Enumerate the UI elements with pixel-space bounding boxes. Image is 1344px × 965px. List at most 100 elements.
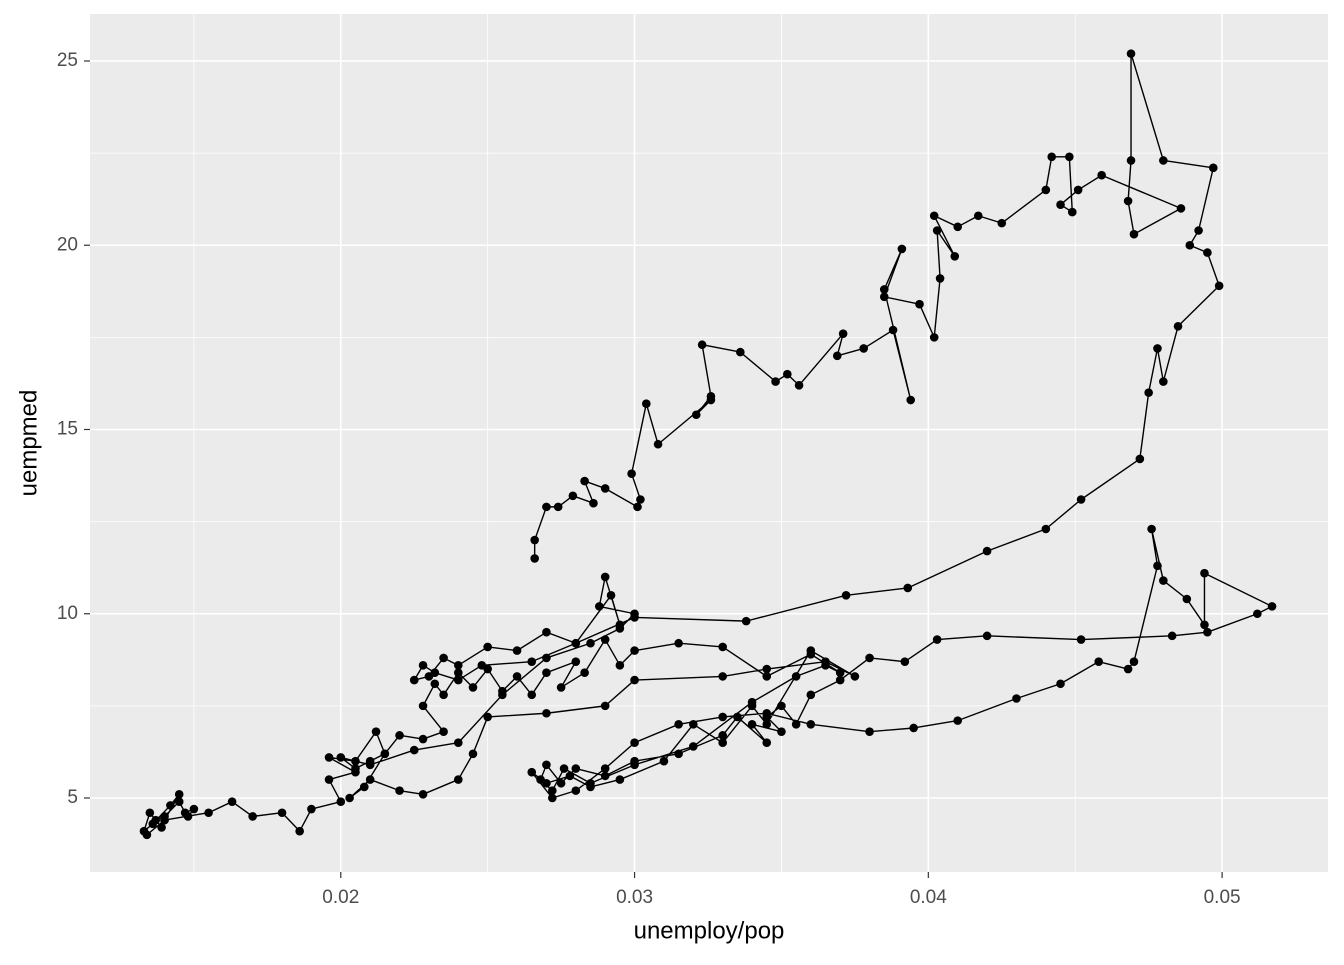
point xyxy=(1012,694,1021,703)
x-axis-title: unemploy/pop xyxy=(634,917,785,944)
point xyxy=(345,793,354,803)
point xyxy=(600,572,610,582)
point xyxy=(536,775,545,784)
point xyxy=(630,675,639,685)
point xyxy=(879,292,889,302)
point xyxy=(630,760,639,770)
point xyxy=(483,712,492,722)
point xyxy=(642,399,651,408)
point xyxy=(674,720,683,729)
point xyxy=(430,679,440,689)
point xyxy=(915,299,924,309)
y-tick-label: 15 xyxy=(57,419,78,440)
point xyxy=(498,690,507,700)
point xyxy=(932,635,942,644)
point xyxy=(548,793,557,803)
point xyxy=(556,778,566,788)
point xyxy=(571,657,581,666)
point xyxy=(806,690,816,700)
x-tick-label: 0.03 xyxy=(616,887,653,908)
point xyxy=(953,716,963,725)
y-tick-label: 10 xyxy=(57,603,78,624)
point xyxy=(166,801,175,810)
point xyxy=(483,642,492,652)
point xyxy=(689,720,698,729)
point xyxy=(806,649,816,659)
point xyxy=(1056,200,1065,210)
point xyxy=(418,701,428,711)
point xyxy=(1135,454,1145,464)
point xyxy=(691,410,701,420)
point xyxy=(906,395,916,405)
point xyxy=(615,661,625,670)
point xyxy=(530,554,539,563)
point xyxy=(982,546,992,556)
point xyxy=(1076,635,1086,644)
point xyxy=(542,627,551,637)
point xyxy=(935,274,945,283)
point xyxy=(600,484,610,493)
point xyxy=(409,745,419,755)
point xyxy=(835,668,845,678)
point xyxy=(512,672,522,681)
point xyxy=(1094,657,1104,666)
point xyxy=(791,720,801,729)
point xyxy=(595,602,604,611)
point xyxy=(718,642,727,652)
point xyxy=(653,439,663,449)
point xyxy=(1173,322,1183,331)
point xyxy=(1153,344,1162,353)
connecting-line xyxy=(143,52,1273,836)
point xyxy=(1076,495,1086,504)
point xyxy=(888,325,898,335)
point xyxy=(542,653,551,663)
point xyxy=(559,764,569,773)
point xyxy=(1123,196,1133,206)
point xyxy=(777,727,786,736)
point xyxy=(1194,226,1203,235)
point xyxy=(865,653,874,663)
point xyxy=(1176,204,1186,213)
point xyxy=(295,826,304,836)
point xyxy=(747,720,757,729)
point xyxy=(160,815,169,825)
point xyxy=(174,790,184,799)
point xyxy=(1208,163,1218,173)
point xyxy=(835,675,845,685)
y-tick-label: 5 xyxy=(67,787,78,808)
point xyxy=(973,211,983,221)
point xyxy=(838,329,848,338)
point xyxy=(1267,602,1277,611)
point xyxy=(553,502,563,512)
point xyxy=(1200,620,1209,630)
point xyxy=(929,211,939,221)
point xyxy=(542,502,551,512)
point xyxy=(762,720,772,729)
point xyxy=(1203,248,1212,257)
point xyxy=(439,690,448,700)
point xyxy=(718,712,727,722)
point xyxy=(568,491,578,501)
y-axis-title: uempmed xyxy=(15,390,42,497)
point xyxy=(630,738,639,748)
point xyxy=(821,661,830,670)
point xyxy=(1126,49,1136,58)
point xyxy=(1056,679,1065,689)
point xyxy=(359,782,369,792)
point xyxy=(636,495,645,504)
point xyxy=(850,672,860,681)
point xyxy=(380,749,390,759)
point xyxy=(365,775,375,784)
point xyxy=(615,775,625,784)
point xyxy=(542,708,551,718)
point xyxy=(571,764,581,773)
point xyxy=(1129,229,1139,239)
point xyxy=(897,244,907,254)
point xyxy=(783,369,792,379)
point xyxy=(174,797,184,806)
point xyxy=(706,395,716,405)
point xyxy=(324,753,334,762)
point xyxy=(762,712,772,722)
point xyxy=(565,771,575,781)
point xyxy=(762,664,772,674)
